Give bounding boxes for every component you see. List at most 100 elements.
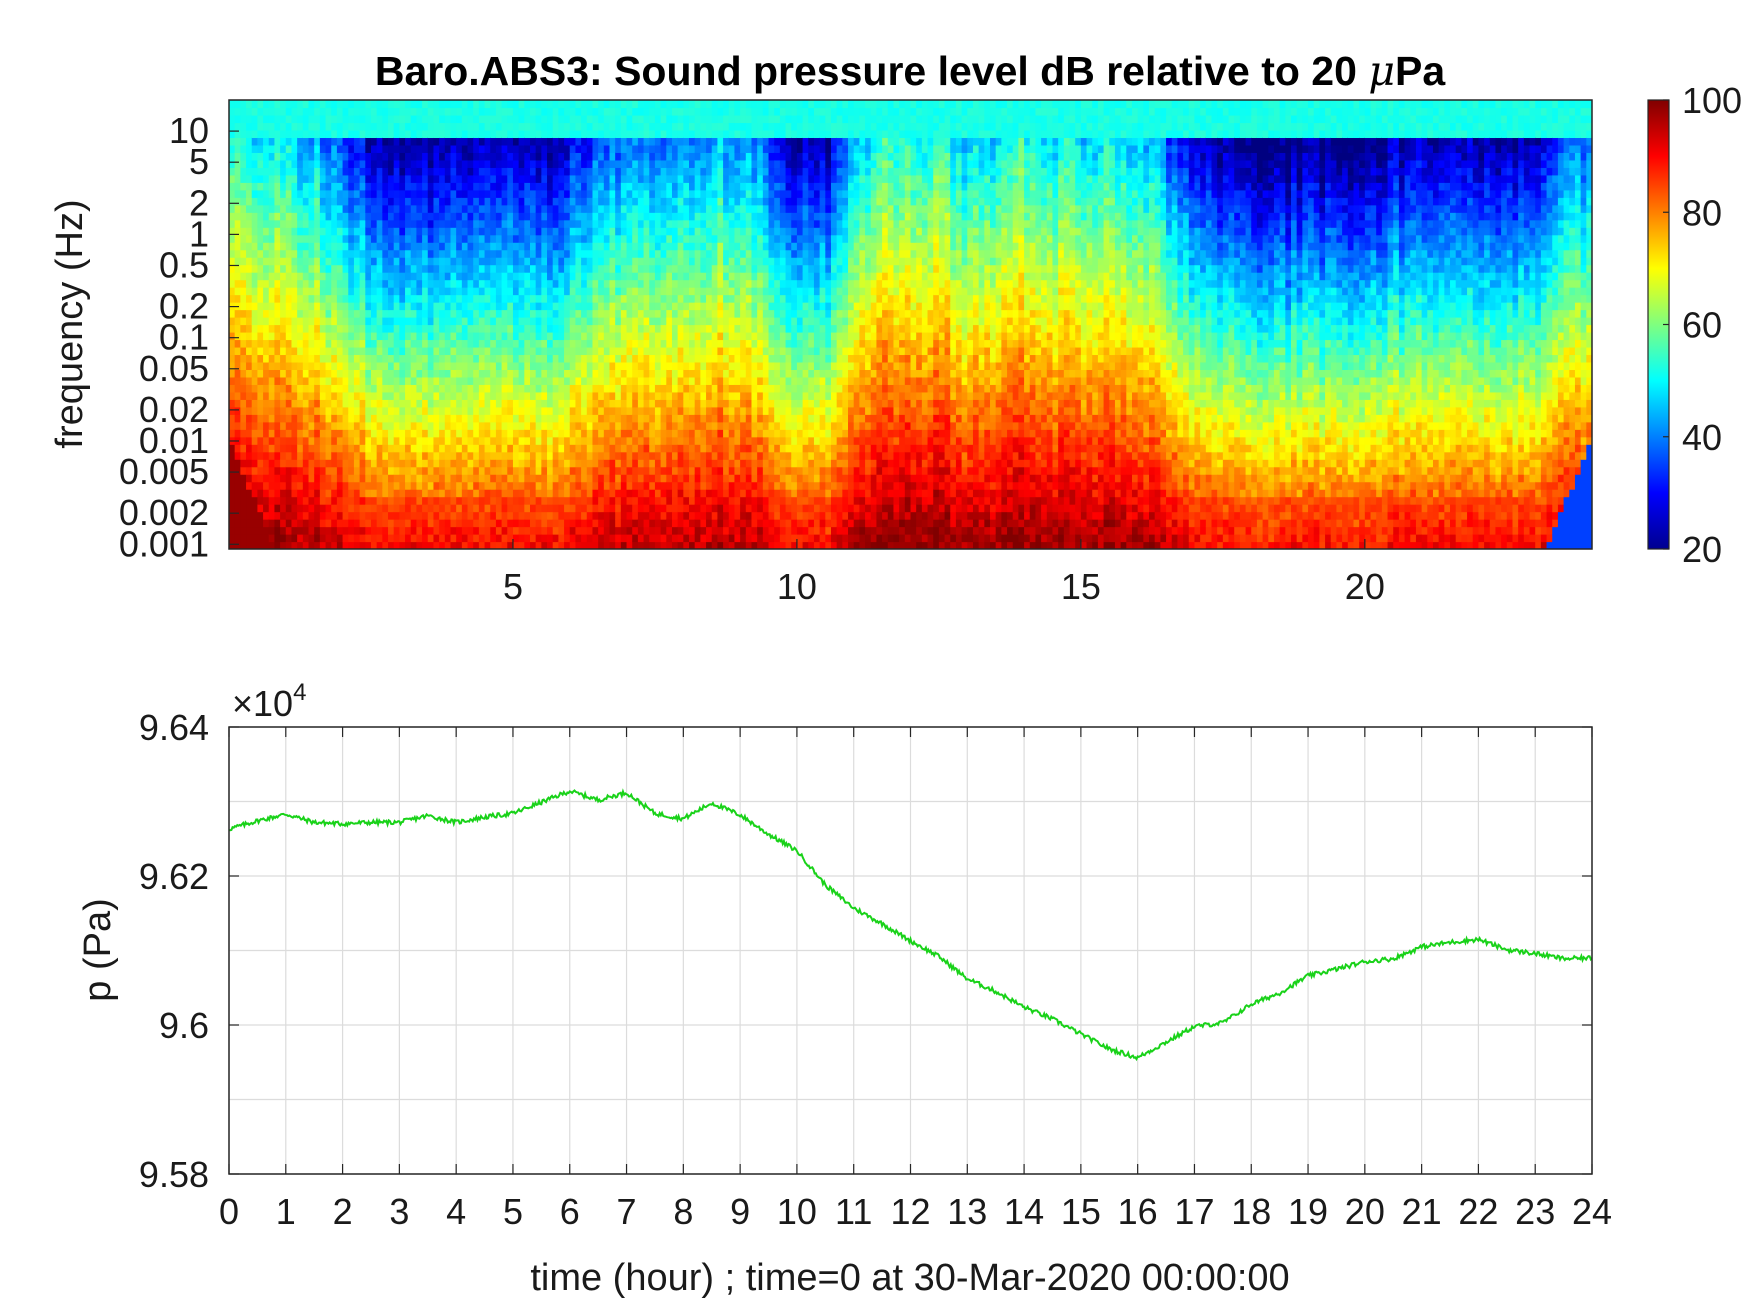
spectrogram-cell <box>444 287 452 296</box>
spectrogram-cell <box>444 167 452 176</box>
spectrogram-cell <box>370 122 378 131</box>
spectrogram-cell <box>359 279 366 288</box>
spectrogram-cell <box>297 489 304 498</box>
spectrogram-cell <box>461 361 469 370</box>
spectrogram-cell <box>541 354 548 363</box>
spectrogram-cell <box>325 100 332 109</box>
spectrogram-cell <box>689 496 696 505</box>
spectrogram-cell <box>575 376 582 385</box>
spectrogram-cell <box>524 197 531 206</box>
spectrogram-cell <box>257 272 264 281</box>
spectrogram-cell <box>637 182 645 191</box>
spectrogram-cell <box>484 137 491 146</box>
spectrogram-cell <box>291 496 298 505</box>
spectrogram-cell <box>280 406 287 415</box>
spectrogram-cell <box>229 331 236 341</box>
spectrogram-cell <box>268 167 276 176</box>
spectrogram-cell <box>501 227 508 236</box>
spectrogram-cell <box>348 264 355 273</box>
spectrogram-cell <box>274 107 281 116</box>
spectrogram-cell <box>263 204 270 213</box>
spectrogram-cell <box>547 339 554 348</box>
spectrogram-cell <box>473 496 480 505</box>
spectrogram-cell <box>297 302 304 311</box>
spectrogram-cell <box>393 361 400 370</box>
spectrogram-cell <box>297 436 304 445</box>
spectrogram-cell <box>615 331 622 341</box>
spectrogram-cell <box>569 257 577 266</box>
spectrogram-cell <box>268 144 276 153</box>
spectrogram-cell <box>229 137 236 146</box>
spectrogram-cell <box>450 159 457 168</box>
spectrogram-cell <box>558 272 565 281</box>
spectrogram-cell <box>660 496 667 505</box>
spectrogram-cell <box>297 339 304 348</box>
spectrogram-cell <box>257 174 264 183</box>
spectrogram-cell <box>319 317 327 326</box>
spectrogram-cell <box>694 287 701 296</box>
spectrogram-cell <box>512 144 520 153</box>
spectrogram-cell <box>660 526 667 535</box>
spectrogram-cell <box>439 197 446 206</box>
spectrogram-cell <box>450 459 457 468</box>
spectrogram-cell <box>291 399 298 408</box>
spectrogram-cell <box>603 399 611 408</box>
spectrogram-cell <box>234 204 241 213</box>
spectrogram-cell <box>359 354 366 363</box>
spectrogram-cell <box>291 197 298 206</box>
spectrogram-cell <box>376 376 383 385</box>
spectrogram-cell <box>598 257 605 266</box>
spectrogram-cell <box>666 129 673 139</box>
spectrogram-cell <box>268 384 276 393</box>
spectrogram-cell <box>643 451 650 460</box>
spectrogram-cell <box>683 376 690 385</box>
spectrogram-cell <box>564 354 571 363</box>
spectrogram-cell <box>501 317 508 326</box>
spectrogram-cell <box>353 189 361 198</box>
spectrogram-cell <box>388 511 395 520</box>
spectrogram-cell <box>609 204 616 213</box>
spectrogram-cell <box>660 309 667 318</box>
spectrogram-cell <box>484 159 491 168</box>
spectrogram-cell <box>319 399 327 408</box>
spectrogram-cell <box>314 167 321 176</box>
spectrogram-cell <box>478 234 486 243</box>
spectrogram-cell <box>666 474 673 483</box>
spectrogram-cell <box>547 107 554 116</box>
spectrogram-cell <box>683 204 690 213</box>
spectrogram-cell <box>677 242 684 251</box>
spectrogram-cell <box>240 489 247 498</box>
spectrogram-cell <box>507 384 514 393</box>
spectrogram-cell <box>280 257 287 266</box>
spectrogram-cell <box>274 144 281 153</box>
spectrogram-cell <box>365 197 372 206</box>
spectrogram-cell <box>416 114 423 124</box>
spectrogram-cell <box>632 242 639 251</box>
spectrogram-cell <box>643 504 650 513</box>
spectrogram-cell <box>569 242 577 251</box>
spectrogram-cell <box>592 279 599 288</box>
spectrogram-cell <box>637 242 645 251</box>
spectrogram-cell <box>399 279 406 288</box>
spectrogram-cell <box>535 129 542 139</box>
spectrogram-cell <box>319 114 327 124</box>
spectrogram-cell <box>586 414 594 423</box>
spectrogram-cell <box>490 384 497 393</box>
spectrogram-cell <box>654 384 662 393</box>
spectrogram-cell <box>319 339 327 348</box>
spectrogram-cell <box>683 144 690 153</box>
spectrogram-cell <box>524 331 531 341</box>
spectrogram-cell <box>518 204 525 213</box>
spectrogram-cell <box>603 197 611 206</box>
spectrogram-cell <box>643 264 650 273</box>
spectrogram-cell <box>370 107 378 116</box>
spectrogram-cell <box>456 324 463 333</box>
spectrogram-cell <box>478 197 486 206</box>
spectrogram-cell <box>257 519 264 528</box>
spectrogram-cell <box>336 331 344 341</box>
spectrogram-cell <box>484 496 491 505</box>
spectrogram-cell <box>495 451 503 460</box>
spectrogram-cell <box>507 152 514 161</box>
spectrogram-cell <box>461 354 469 363</box>
spectrogram-cell <box>427 391 435 400</box>
